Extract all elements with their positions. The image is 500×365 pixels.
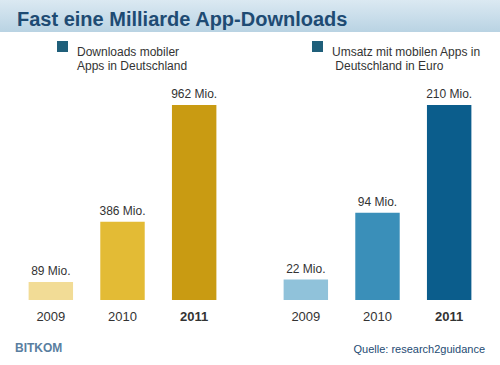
svg-text:2011: 2011 xyxy=(435,309,463,324)
svg-text:Downloads mobiler: Downloads mobiler xyxy=(77,45,182,59)
svg-text:Quelle: research2guidance: Quelle: research2guidance xyxy=(354,343,485,355)
svg-text:Umsatz mit mobilen Apps in: Umsatz mit mobilen Apps in xyxy=(332,45,480,59)
svg-text:2009: 2009 xyxy=(291,309,320,324)
svg-text:22 Mio.: 22 Mio. xyxy=(286,262,325,276)
svg-text:962 Mio.: 962 Mio. xyxy=(171,87,217,101)
svg-text:2010: 2010 xyxy=(363,309,392,324)
svg-text:89 Mio.: 89 Mio. xyxy=(31,264,70,278)
svg-text:BITKOM: BITKOM xyxy=(15,341,62,355)
svg-text:2009: 2009 xyxy=(36,309,65,324)
svg-text:Fast eine Milliarde App-Downlo: Fast eine Milliarde App-Downloads xyxy=(17,8,347,30)
svg-text:2011: 2011 xyxy=(180,309,208,324)
svg-text:210 Mio.: 210 Mio. xyxy=(426,87,472,101)
svg-text:386 Mio.: 386 Mio. xyxy=(99,204,145,218)
svg-text:2010: 2010 xyxy=(108,309,137,324)
svg-text:Apps in Deutschland: Apps in Deutschland xyxy=(77,59,187,73)
svg-text:94 Mio.: 94 Mio. xyxy=(358,195,397,209)
svg-text:Deutschland in Euro: Deutschland in Euro xyxy=(332,59,444,73)
